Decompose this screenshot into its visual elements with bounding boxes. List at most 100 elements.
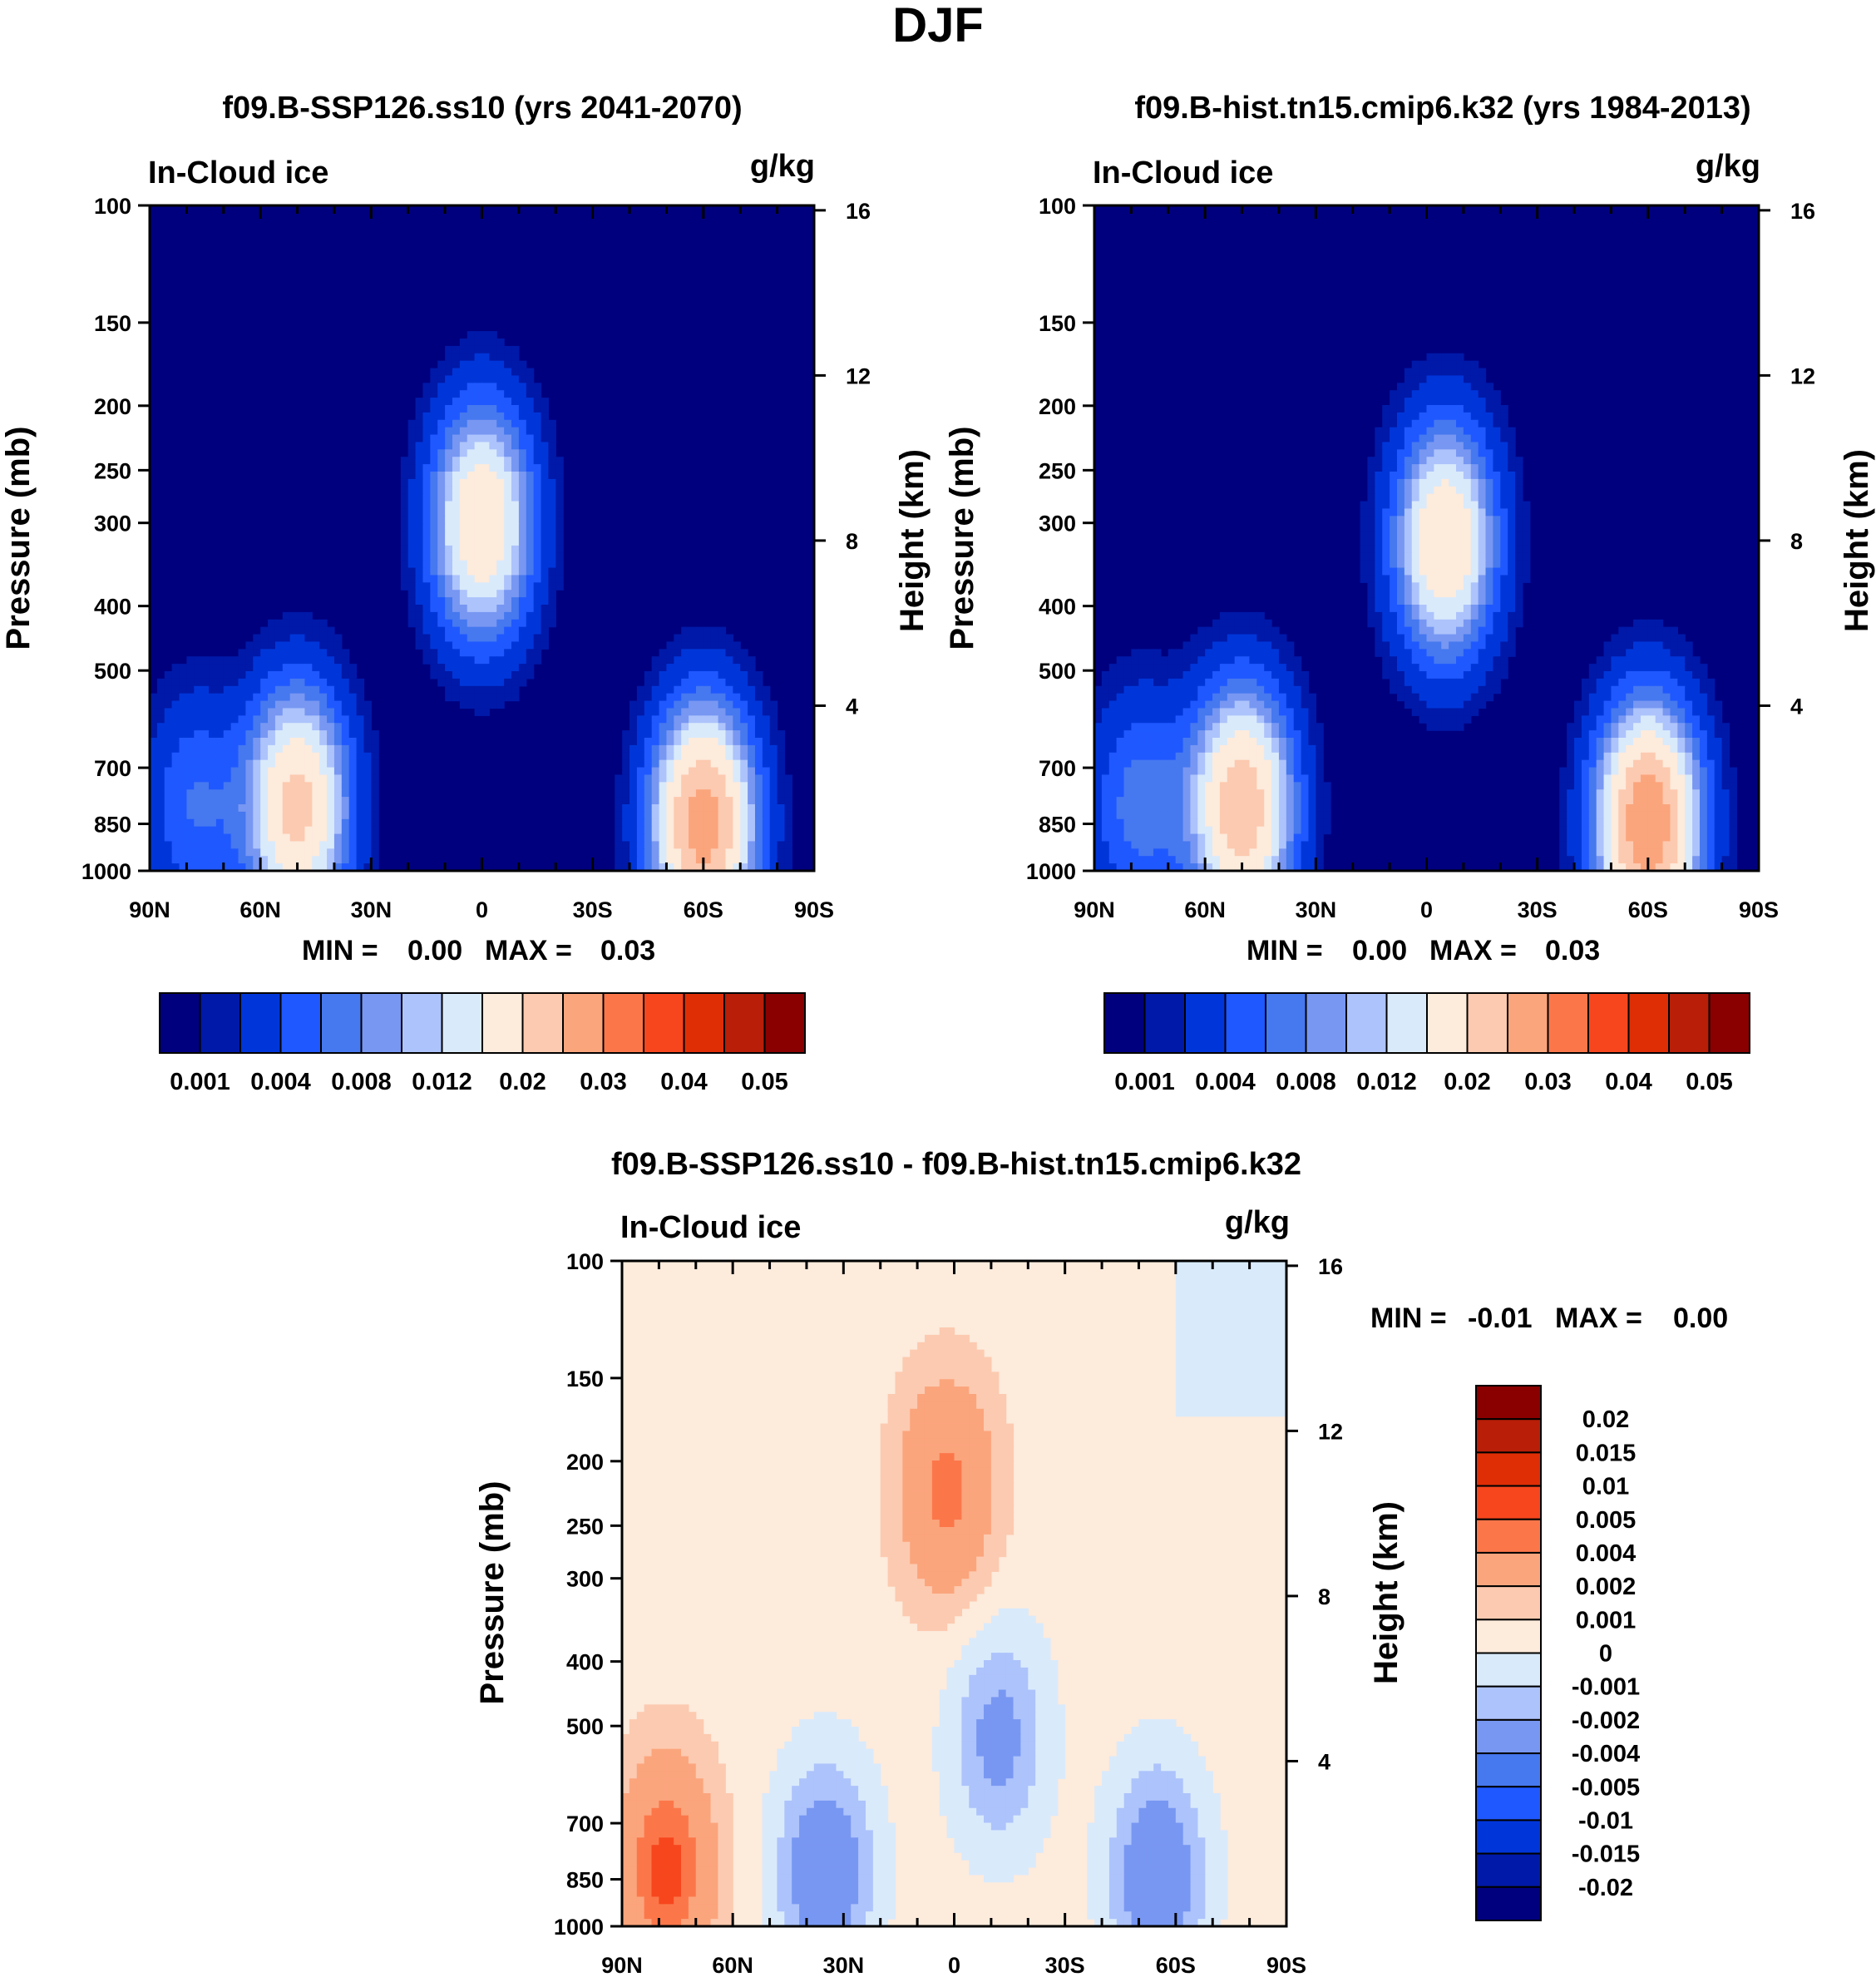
pressure-tick-label: 200 (566, 1450, 604, 1475)
colorbar-label: -0.01 (1578, 1807, 1633, 1834)
colorbar-swatch (1627, 992, 1670, 1054)
colorbar-swatch (1475, 1619, 1542, 1654)
colorbar-swatch (1475, 1652, 1542, 1688)
panel-difference-field (622, 1261, 1287, 1927)
panel-future-units: g/kg (750, 149, 815, 184)
colorbar-swatch (1668, 992, 1711, 1054)
pressure-tick-label: 400 (94, 595, 131, 620)
colorbar-swatch (1475, 1685, 1542, 1721)
colorbar-swatch (360, 992, 402, 1054)
lat-tick-label: 90N (601, 1953, 643, 1978)
colorbar-swatch (239, 992, 282, 1054)
figure-title: DJF (892, 0, 984, 52)
colorbar-swatch (1475, 1819, 1542, 1855)
panel-historical-min-value: 0.00 (1352, 935, 1407, 966)
panel-difference-left-label: In-Cloud ice (620, 1210, 801, 1245)
height-tick-label: 8 (846, 529, 858, 554)
panel-difference: f09.B-SSP126.ss10 - f09.B-hist.tn15.cmip… (474, 1147, 1728, 1978)
height-tick-label: 8 (1318, 1584, 1330, 1609)
pressure-tick-label: 400 (566, 1650, 604, 1675)
colorbar-label: 0.02 (1582, 1406, 1629, 1433)
colorbar-swatch (1103, 992, 1146, 1054)
colorbar-label: 0.02 (1444, 1069, 1490, 1095)
colorbar-label: 0.008 (1276, 1069, 1336, 1095)
lat-tick-label: 60S (684, 897, 723, 922)
colorbar-swatch (481, 992, 524, 1054)
colorbar-swatch (1475, 1451, 1542, 1487)
panel-difference-ylabel-right: Height (km) (1368, 1501, 1405, 1684)
pressure-tick-label: 150 (1039, 311, 1076, 336)
height-tick-label: 16 (1790, 199, 1815, 224)
colorbar-swatch (1587, 992, 1630, 1054)
colorbar-swatch (1507, 992, 1549, 1054)
pressure-tick-label: 100 (566, 1249, 604, 1274)
pressure-tick-label: 300 (94, 512, 131, 536)
pressure-tick-label: 1000 (81, 859, 131, 884)
colorbar-swatch (521, 992, 564, 1054)
panel-future-ylabel-right: Height (km) (894, 449, 931, 632)
pressure-tick-label: 100 (94, 194, 131, 219)
pressure-tick-label: 850 (566, 1868, 604, 1893)
height-tick-label: 4 (846, 694, 858, 719)
height-tick-label: 12 (1790, 363, 1815, 388)
panel-future-max-label: MAX = (485, 935, 572, 966)
pressure-tick-label: 100 (1039, 194, 1076, 219)
panel-historical-left-label: In-Cloud ice (1093, 156, 1273, 190)
colorbar-swatch (1475, 1385, 1542, 1421)
lat-tick-label: 90S (1266, 1953, 1306, 1978)
colorbar-label: 0.02 (499, 1069, 546, 1095)
colorbar-label: -0.001 (1572, 1674, 1640, 1701)
colorbar-swatch (1475, 1518, 1542, 1554)
colorbar-label: 0.04 (1605, 1069, 1651, 1095)
colorbar-label: 0.012 (1356, 1069, 1417, 1095)
panel-difference-min-value: -0.01 (1468, 1302, 1533, 1334)
lat-tick-label: 60S (1628, 897, 1668, 922)
colorbar-swatch (1475, 1886, 1542, 1921)
pressure-tick-label: 300 (566, 1567, 604, 1592)
panel-future: f09.B-SSP126.ss10 (yrs 2041-2070) In-Clo… (0, 91, 931, 1095)
colorbar-label: -0.02 (1578, 1875, 1633, 1901)
lat-tick-label: 0 (476, 897, 488, 922)
colorbar-swatch (1345, 992, 1388, 1054)
height-tick-label: 8 (1790, 529, 1803, 554)
panel-future-title: f09.B-SSP126.ss10 (yrs 2041-2070) (222, 91, 742, 126)
colorbar-label: 0 (1599, 1641, 1612, 1668)
colorbar-label: 0.001 (170, 1069, 230, 1095)
height-tick-label: 12 (846, 363, 871, 388)
lat-tick-label: 90S (1739, 897, 1779, 922)
colorbar-label: 0.01 (1582, 1474, 1629, 1500)
pressure-tick-label: 200 (1039, 394, 1076, 419)
panel-future-axes: 100 150 200 250 300 400 500 700 850 1000 16 12 8 4 90N… (81, 194, 871, 922)
height-tick-label: 16 (1318, 1254, 1343, 1279)
height-tick-label: 16 (846, 199, 871, 224)
colorbar-swatch (1475, 1551, 1542, 1588)
colorbar-swatch (1547, 992, 1589, 1054)
colorbar-label: 0.002 (1576, 1574, 1637, 1600)
pressure-tick-label: 850 (1039, 813, 1076, 838)
lat-tick-label: 30N (823, 1953, 865, 1978)
panel-future-colorbar: 0.001 0.004 0.008 0.012 0.02 0.03 0.04 0.05 (159, 992, 806, 1095)
colorbar-swatch (723, 992, 766, 1054)
lat-tick-label: 90N (129, 897, 170, 922)
colorbar-swatch (320, 992, 363, 1054)
pressure-tick-label: 700 (566, 1811, 604, 1836)
lat-tick-label: 60N (1184, 897, 1226, 922)
colorbar-swatch (1426, 992, 1469, 1054)
height-tick-label: 4 (1318, 1749, 1330, 1774)
panel-historical-title: f09.B-hist.tn15.cmip6.k32 (yrs 1984-2013… (1134, 91, 1750, 126)
panel-difference-colorbar: 0.02 0.015 0.01 0.005 0.004 0.002 0.001 0 -0.001… (1475, 1385, 1640, 1921)
pressure-tick-label: 400 (1039, 595, 1076, 620)
colorbar-swatch (1475, 1752, 1542, 1788)
colorbar-swatch (643, 992, 685, 1054)
colorbar-swatch (1475, 1718, 1542, 1755)
pressure-tick-label: 250 (94, 458, 131, 483)
lat-tick-label: 30S (1045, 1953, 1085, 1978)
lat-tick-label: 90N (1074, 897, 1115, 922)
colorbar-label: 0.03 (580, 1069, 626, 1095)
panel-historical-min-label: MIN = (1247, 935, 1323, 966)
lat-tick-label: 30N (351, 897, 392, 922)
colorbar-label: 0.03 (1524, 1069, 1571, 1095)
colorbar-label: -0.015 (1572, 1841, 1640, 1868)
pressure-tick-label: 150 (94, 311, 131, 336)
